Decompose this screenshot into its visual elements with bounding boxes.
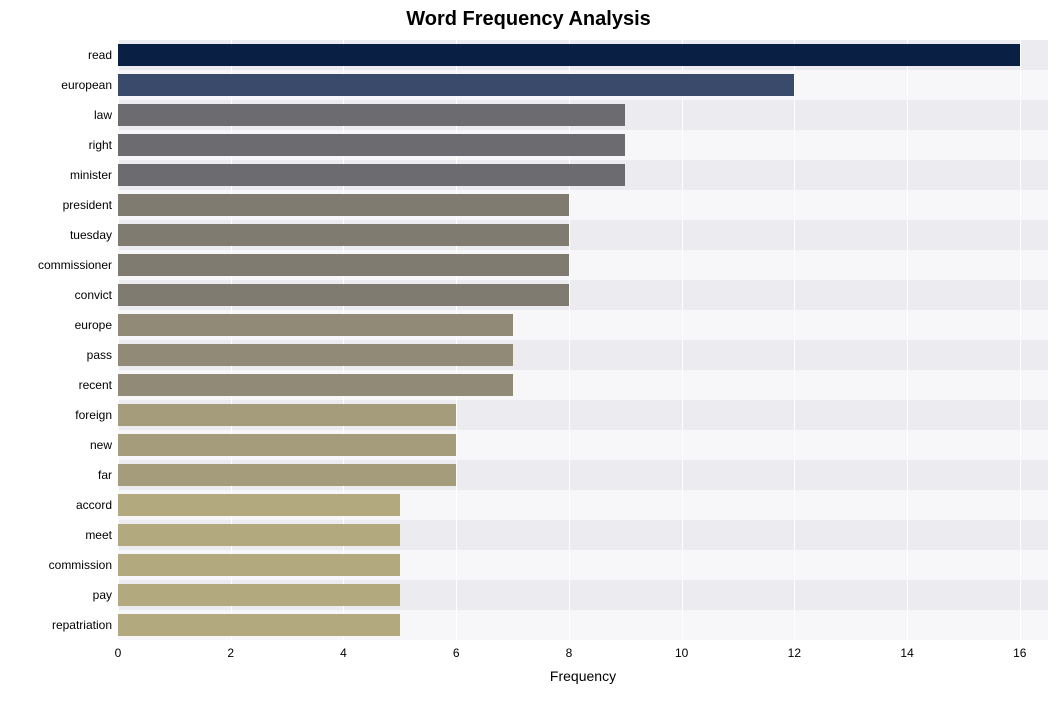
- y-tick-label: pay: [93, 588, 112, 602]
- bar: [118, 434, 456, 456]
- bar: [118, 404, 456, 426]
- x-tick-label: 6: [453, 646, 460, 660]
- bar: [118, 374, 513, 396]
- x-grid-line: [907, 40, 908, 640]
- y-tick-label: foreign: [75, 408, 112, 422]
- bar: [118, 194, 569, 216]
- x-tick-label: 12: [788, 646, 801, 660]
- y-tick-label: read: [88, 48, 112, 62]
- bar: [118, 284, 569, 306]
- x-grid-line: [456, 40, 457, 640]
- x-axis-label: Frequency: [533, 668, 633, 684]
- y-tick-label: accord: [76, 498, 112, 512]
- x-grid-line: [794, 40, 795, 640]
- bar: [118, 524, 400, 546]
- y-tick-label: european: [61, 78, 112, 92]
- y-tick-label: recent: [79, 378, 112, 392]
- y-tick-label: commission: [49, 558, 112, 572]
- y-tick-label: meet: [85, 528, 112, 542]
- bar: [118, 44, 1020, 66]
- word-frequency-chart: Word Frequency Analysis Frequency read eu…: [0, 0, 1057, 701]
- bar: [118, 344, 513, 366]
- x-tick-label: 8: [566, 646, 573, 660]
- x-tick-label: 0: [115, 646, 122, 660]
- y-tick-label: commissioner: [38, 258, 112, 272]
- y-tick-label: new: [90, 438, 112, 452]
- bar: [118, 464, 456, 486]
- bar: [118, 494, 400, 516]
- bar: [118, 104, 625, 126]
- bar: [118, 164, 625, 186]
- bar: [118, 134, 625, 156]
- x-grid-line: [1020, 40, 1021, 640]
- y-tick-label: law: [94, 108, 112, 122]
- bar: [118, 224, 569, 246]
- y-tick-label: convict: [75, 288, 112, 302]
- x-grid-line: [343, 40, 344, 640]
- bar: [118, 554, 400, 576]
- x-tick-label: 14: [900, 646, 913, 660]
- bar: [118, 314, 513, 336]
- bar: [118, 254, 569, 276]
- x-tick-label: 2: [227, 646, 234, 660]
- bar: [118, 584, 400, 606]
- plot-area: [118, 40, 1048, 640]
- y-tick-label: right: [89, 138, 112, 152]
- y-tick-label: far: [98, 468, 112, 482]
- y-tick-label: minister: [70, 168, 112, 182]
- bar: [118, 614, 400, 636]
- y-tick-label: tuesday: [70, 228, 112, 242]
- y-tick-label: repatriation: [52, 618, 112, 632]
- x-tick-label: 10: [675, 646, 688, 660]
- y-tick-label: europe: [75, 318, 112, 332]
- x-grid-line: [118, 40, 119, 640]
- y-tick-label: president: [63, 198, 112, 212]
- chart-title: Word Frequency Analysis: [0, 8, 1057, 31]
- x-grid-line: [569, 40, 570, 640]
- bar: [118, 74, 794, 96]
- x-tick-label: 4: [340, 646, 347, 660]
- x-grid-line: [231, 40, 232, 640]
- x-tick-label: 16: [1013, 646, 1026, 660]
- x-grid-line: [682, 40, 683, 640]
- y-tick-label: pass: [87, 348, 112, 362]
